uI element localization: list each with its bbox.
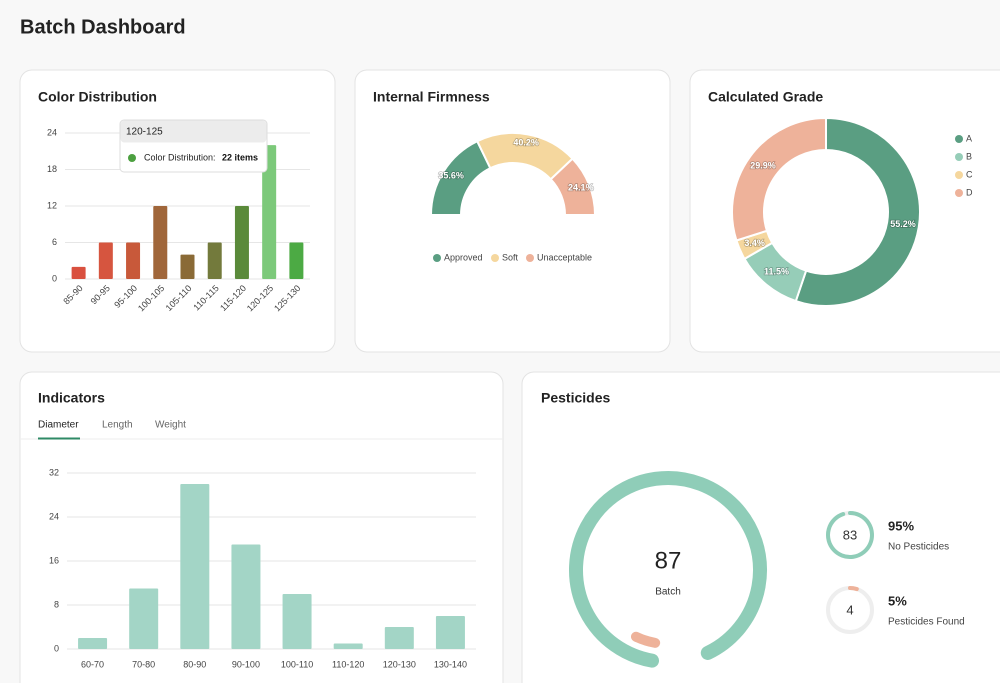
legend-dot (955, 189, 963, 197)
page-title: Batch Dashboard (20, 16, 186, 38)
item-percent: 95% (888, 518, 914, 533)
slice-label: 40.2% (513, 138, 539, 148)
bar (98, 242, 113, 279)
bar (234, 206, 249, 279)
y-tick-label: 24 (49, 511, 59, 521)
ring-arc (848, 586, 859, 592)
tooltip-header (120, 120, 267, 143)
item-label: No Pesticides (888, 542, 949, 553)
tooltip-value: 22 items (222, 152, 258, 162)
legend-label: Soft (502, 252, 519, 262)
legend-label: D (966, 187, 973, 197)
bar (333, 643, 363, 649)
slice-label: 55.2% (890, 219, 916, 229)
bar (435, 616, 465, 649)
card-title: Indicators (38, 390, 105, 406)
y-tick-label: 0 (52, 273, 57, 283)
bar (207, 242, 222, 279)
gauge-arc (630, 631, 661, 648)
x-tick-label: 80-90 (183, 659, 206, 669)
y-tick-label: 32 (49, 467, 59, 477)
donut-slice (731, 116, 827, 242)
tab[interactable]: Length (102, 420, 133, 431)
card (521, 371, 1000, 683)
x-tick-label: 130-140 (434, 659, 467, 669)
card-title: Calculated Grade (708, 89, 823, 105)
legend-dot (526, 254, 534, 262)
slice-label: 3.4% (744, 238, 765, 248)
gauge-arc (569, 471, 767, 668)
gauge-label: Batch (655, 587, 681, 598)
legend-label: A (966, 133, 972, 143)
legend-dot (955, 135, 963, 143)
bar (71, 266, 86, 279)
legend-label: C (966, 169, 973, 179)
y-tick-label: 24 (47, 127, 57, 137)
bar (78, 638, 108, 649)
bar (289, 242, 304, 279)
x-tick-label: 120-130 (383, 659, 416, 669)
ring-value: 83 (843, 527, 857, 542)
y-tick-label: 12 (47, 200, 57, 210)
tooltip-title: 120-125 (126, 127, 163, 138)
card-title: Pesticides (541, 390, 610, 406)
tab[interactable]: Weight (155, 420, 186, 431)
gauge-value: 87 (655, 547, 682, 574)
slice-label: 35.6% (438, 171, 464, 181)
card-title: Internal Firmness (373, 89, 490, 105)
bar (282, 594, 312, 649)
bar (231, 544, 261, 649)
y-tick-label: 16 (49, 555, 59, 565)
x-tick-label: 60-70 (81, 659, 104, 669)
ring-arc (826, 511, 874, 559)
tooltip-dot (128, 154, 136, 162)
item-label: Pesticides Found (888, 617, 965, 628)
legend-label: B (966, 151, 972, 161)
slice-label: 11.5% (764, 267, 789, 277)
x-tick-label: 70-80 (132, 659, 155, 669)
donut-slice (794, 116, 921, 307)
card (354, 69, 671, 353)
bar (153, 206, 168, 279)
legend-label: Approved (444, 252, 483, 262)
bar (180, 254, 195, 279)
card-title: Color Distribution (38, 89, 157, 105)
y-tick-label: 8 (54, 599, 59, 609)
bar (262, 145, 277, 279)
x-tick-label: 110-120 (332, 659, 364, 669)
legend-dot (491, 254, 499, 262)
bar (180, 484, 210, 649)
half-donut-slice (549, 157, 597, 216)
y-tick-label: 6 (52, 237, 57, 247)
bar (129, 588, 159, 649)
y-tick-label: 0 (54, 643, 59, 653)
slice-label: 24.1% (568, 182, 594, 192)
bar (126, 242, 141, 279)
legend-dot (433, 254, 441, 262)
tooltip-label: Color Distribution: (144, 152, 216, 162)
card (19, 69, 336, 353)
bar (384, 627, 414, 649)
y-tick-label: 18 (47, 164, 57, 174)
x-tick-label: 100-110 (281, 659, 313, 669)
item-percent: 5% (888, 593, 907, 608)
slice-label: 29.9% (750, 160, 776, 170)
legend-dot (955, 171, 963, 179)
x-tick-label: 90-100 (232, 659, 260, 669)
ring-value: 4 (846, 602, 853, 617)
card (19, 371, 504, 683)
legend-label: Unacceptable (537, 252, 592, 262)
tooltip-layer: 120-125 Color Distribution: 22 items (119, 119, 268, 173)
legend-dot (955, 153, 963, 161)
tab[interactable]: Diameter (38, 420, 79, 431)
